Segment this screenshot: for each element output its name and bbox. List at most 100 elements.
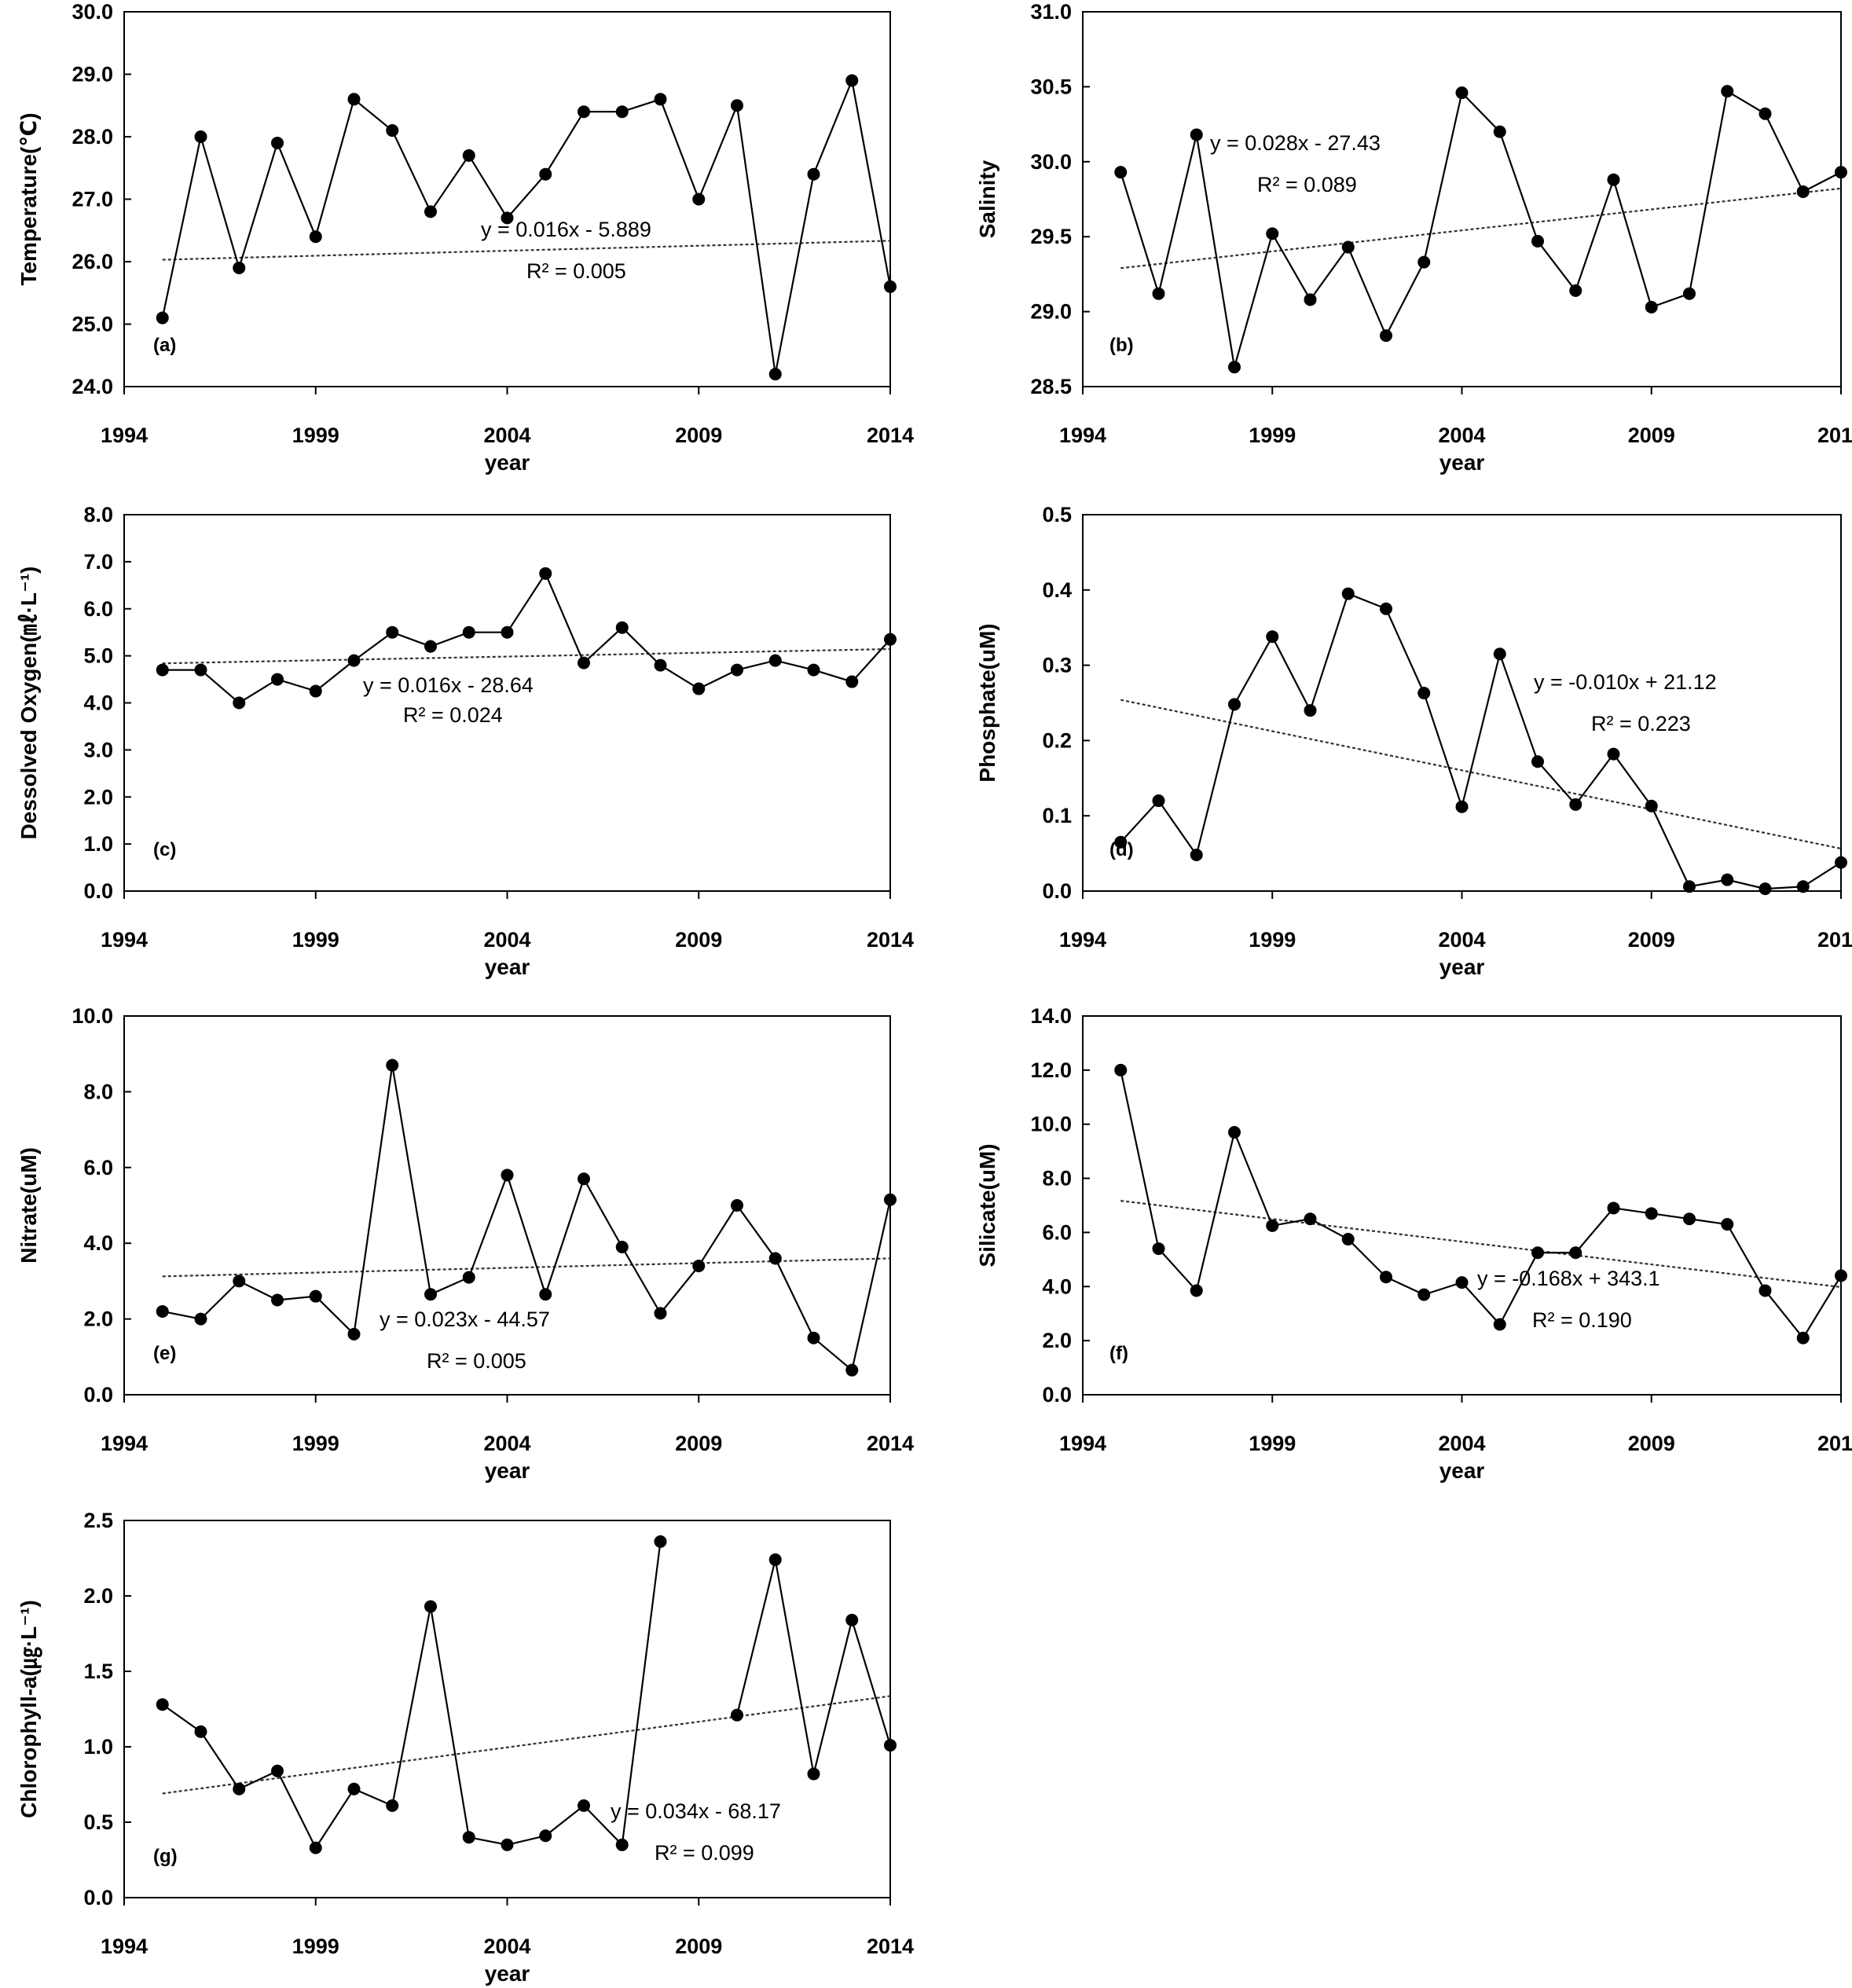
data-point [1152, 794, 1165, 808]
data-point [194, 663, 207, 677]
r-squared-label: R² = 0.024 [403, 703, 503, 727]
y-tick-label: 2.0 [83, 1584, 113, 1608]
data-point [1683, 880, 1696, 893]
data-point [1758, 107, 1772, 120]
data-point [1607, 173, 1620, 186]
x-tick-label: 1999 [1249, 424, 1296, 447]
data-point [1493, 125, 1506, 138]
data-point [884, 1739, 897, 1752]
y-tick-label: 8.0 [83, 1080, 113, 1103]
data-point [1304, 293, 1317, 306]
data-point [1417, 255, 1431, 269]
y-tick-label: 0.1 [1042, 804, 1072, 827]
x-tick-label: 1999 [292, 928, 339, 952]
x-axis-title: year [485, 450, 530, 475]
data-point [731, 99, 743, 112]
x-tick-label: 1994 [1059, 424, 1106, 447]
y-tick-label: 0.5 [83, 1810, 113, 1834]
y-tick-label: 0.2 [1042, 728, 1072, 752]
data-point [654, 1535, 667, 1548]
x-tick-label: 2004 [483, 1935, 530, 1958]
y-axis-title: Dessolved Oxygen(㎖·L⁻¹) [17, 567, 41, 840]
series-line [1120, 1069, 1842, 1340]
x-axis-title: year [1439, 1458, 1485, 1483]
x-tick-label: 2014 [867, 1432, 914, 1455]
data-point [1190, 128, 1203, 141]
data-point [578, 1799, 590, 1812]
chart-panel-c: 0.0 1.0 2.0 3.0 4.0 5.0 6.0 7.0 8.0 1994 1999 2004 2… [17, 503, 914, 979]
data-point [1380, 329, 1392, 343]
data-point [1721, 1218, 1734, 1231]
data-point [731, 1199, 743, 1212]
data-point [1645, 1207, 1658, 1220]
data-point [539, 1829, 552, 1843]
data-point [386, 1799, 399, 1812]
data-point [1114, 166, 1128, 179]
r-squared-label: R² = 0.099 [655, 1841, 754, 1865]
panel-label: (e) [153, 1343, 176, 1364]
y-tick-label: 25.0 [72, 313, 113, 336]
data-point [194, 1312, 207, 1326]
plot-frame [1082, 514, 1842, 892]
data-point [1455, 800, 1469, 813]
y-tick-label: 30.5 [1030, 75, 1072, 98]
x-tick-label: 1994 [101, 928, 148, 952]
data-point [271, 1293, 284, 1307]
data-point [1796, 880, 1810, 893]
series-line [161, 77, 892, 375]
data-point [615, 1241, 629, 1254]
data-point [1380, 602, 1392, 615]
y-tick-label: 10.0 [72, 1004, 113, 1028]
x-tick-label: 2009 [675, 424, 722, 447]
data-point [1266, 1219, 1279, 1232]
data-point [194, 1725, 207, 1738]
data-point [1152, 1242, 1165, 1256]
trend-equation: y = 0.028x - 27.43 [1210, 131, 1381, 155]
y-tick-label: 4.0 [83, 1231, 113, 1255]
data-point [233, 261, 246, 274]
data-point [1721, 85, 1734, 98]
trend-equation: y = 0.023x - 44.57 [380, 1308, 550, 1331]
data-point [845, 74, 859, 87]
panel-label: (c) [153, 839, 176, 860]
data-point [1266, 227, 1279, 240]
x-tick-label: 2014 [867, 424, 914, 447]
data-point [156, 311, 169, 325]
data-point [807, 1331, 820, 1344]
series-line [1120, 592, 1842, 890]
y-axis-title: Chlorophyll-a(㎍·L⁻¹) [17, 1600, 42, 1818]
data-point [1796, 1331, 1810, 1344]
r-squared-label: R² = 0.223 [1591, 712, 1691, 735]
y-tick-label: 1.0 [83, 832, 113, 856]
chart-panel-a: 24.0 25.0 26.0 27.0 28.0 29.0 30.0 1994 1999 2004… [17, 0, 914, 475]
x-tick-label: 2014 [867, 928, 914, 952]
y-axis-title: Temperature(℃) [17, 112, 41, 285]
data-point [654, 1307, 667, 1320]
x-axis-title: year [485, 1961, 530, 1986]
data-point [1569, 284, 1582, 297]
x-tick-label: 2004 [1438, 928, 1485, 952]
y-tick-label: 6.0 [83, 597, 113, 621]
y-tick-label: 0.3 [1042, 654, 1072, 677]
chart-panel-e: 0.0 2.0 4.0 6.0 8.0 10.0 1994 1999 2004 2009 2014 y… [17, 1004, 914, 1483]
data-point [1835, 856, 1847, 869]
data-point [768, 1553, 782, 1566]
y-tick-label: 24.0 [72, 375, 113, 398]
x-tick-label: 2014 [1817, 424, 1852, 447]
x-tick-label: 1999 [292, 424, 339, 447]
y-tick-label: 31.0 [1030, 0, 1072, 24]
x-tick-label: 2009 [1628, 424, 1675, 447]
y-tick-label: 4.0 [1042, 1275, 1072, 1298]
data-point [1835, 1269, 1847, 1282]
y-tick-label: 10.0 [1030, 1113, 1072, 1136]
data-point [539, 1288, 552, 1301]
data-point [347, 1782, 361, 1795]
y-axis-title: Phosphate(uM) [975, 623, 999, 782]
x-tick-label: 1999 [292, 1935, 339, 1958]
data-point [1114, 1063, 1128, 1077]
data-point [347, 1327, 361, 1341]
data-point [1304, 704, 1317, 717]
data-point [309, 230, 322, 244]
data-point [578, 1172, 590, 1186]
